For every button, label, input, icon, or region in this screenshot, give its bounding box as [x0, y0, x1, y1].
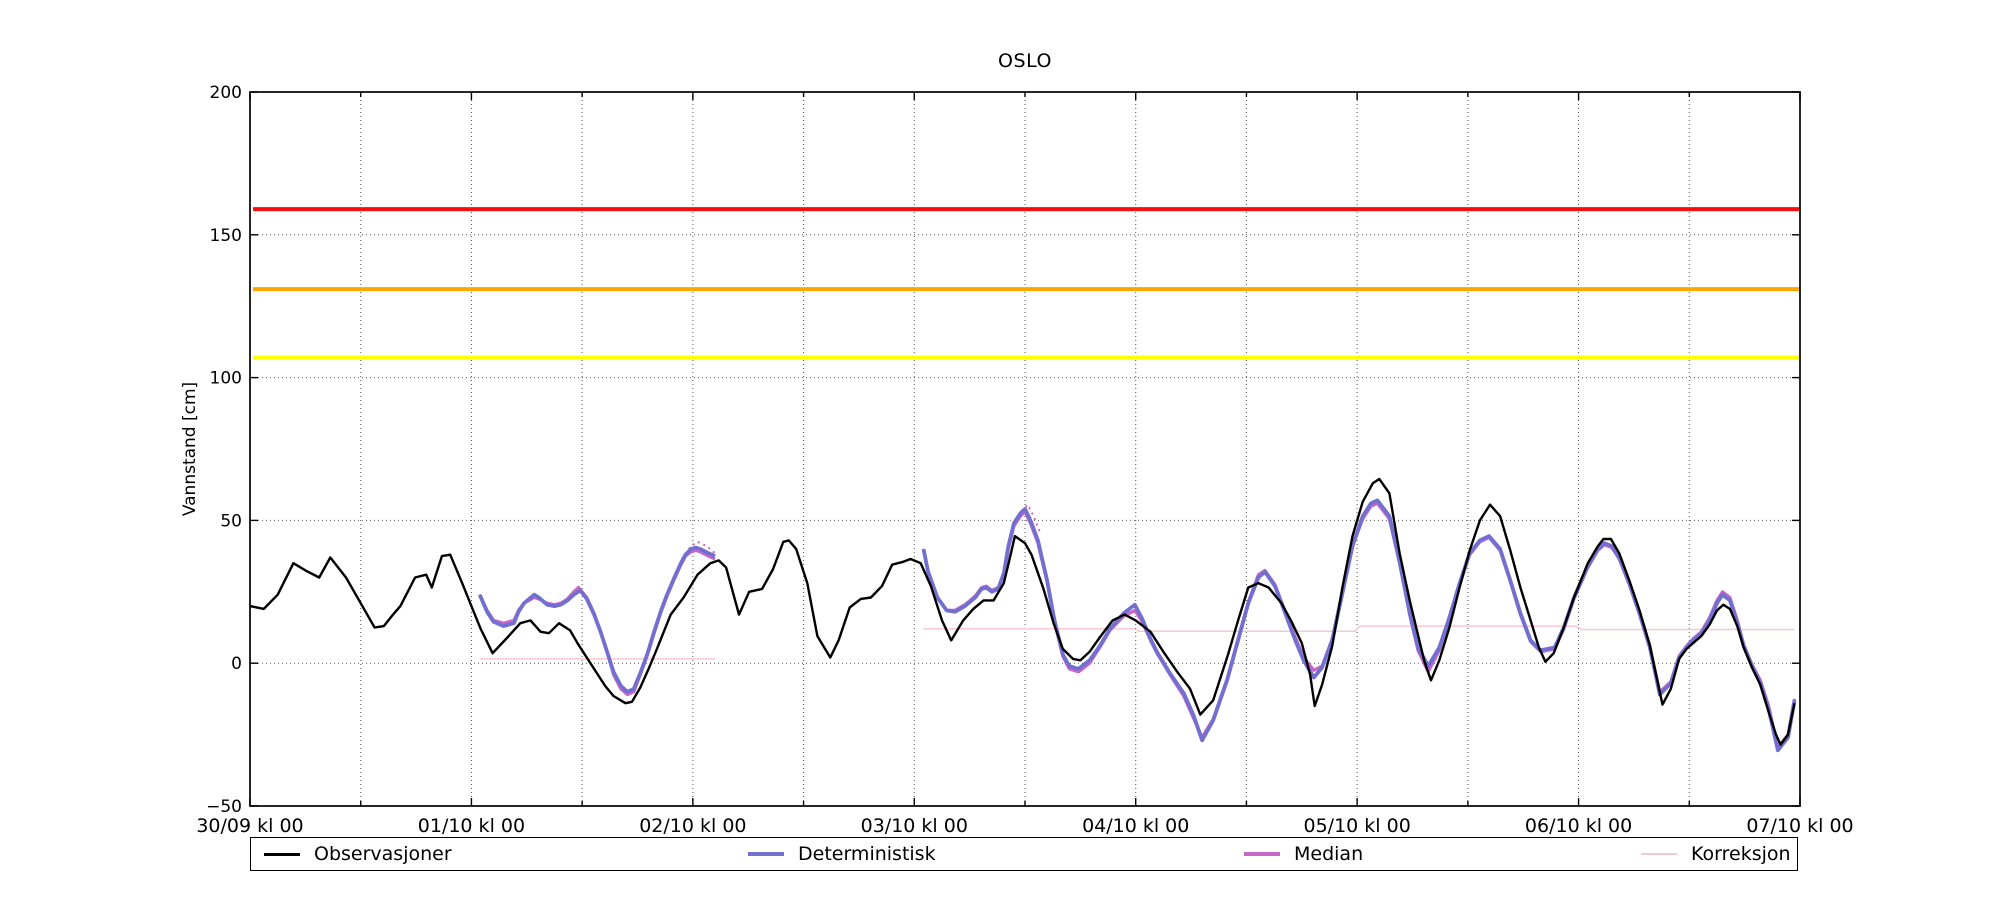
- legend-item-median: Median: [1244, 838, 1363, 870]
- legend-line-sample: [1244, 852, 1280, 856]
- y-tick-label: 150: [210, 226, 242, 246]
- y-tick-label: 0: [231, 654, 242, 674]
- legend-line-sample: [1641, 853, 1677, 855]
- y-tick-labels: −50 0 50 100 150 200: [206, 83, 242, 817]
- y-tick-label: 50: [220, 511, 242, 531]
- series-segment: [923, 625, 1795, 632]
- series-median: [478, 501, 1797, 750]
- x-tick-label: 30/09 kl 00: [196, 815, 303, 837]
- series-segment: [477, 545, 716, 694]
- series-korreksjon: [479, 625, 1795, 660]
- threshold-lines: [253, 207, 1800, 360]
- legend-label: Korreksjon: [1691, 842, 1791, 865]
- legend-line-sample: [748, 852, 784, 856]
- y-axis-label: Vannstand [cm]: [180, 381, 200, 517]
- legend-line-sample: [264, 852, 300, 856]
- x-tick-label: 01/10 kl 00: [418, 815, 525, 837]
- x-tick-label: 07/10 kl 00: [1746, 815, 1853, 837]
- legend-item-korreksjon: Korreksjon: [1641, 838, 1791, 870]
- grid-lines: [250, 92, 1800, 806]
- y-tick-label: 200: [210, 83, 242, 103]
- series-median-dotted-percentile: [680, 503, 1041, 560]
- x-tick-label: 02/10 kl 00: [639, 815, 746, 837]
- legend-item-observasjoner: Observasjoner: [264, 838, 452, 870]
- series-segment: [921, 498, 1797, 753]
- x-tick-label: 04/10 kl 00: [1082, 815, 1189, 837]
- legend-item-deterministisk: Deterministisk: [748, 838, 936, 870]
- x-tick-label: 05/10 kl 00: [1303, 815, 1410, 837]
- tick-marks: [249, 91, 1801, 807]
- x-tick-label: 06/10 kl 00: [1525, 815, 1632, 837]
- series-observasjoner: [249, 477, 1796, 746]
- chart-title: OSLO: [998, 50, 1052, 72]
- series-segment: [249, 477, 1796, 746]
- series-deterministisk: [477, 498, 1797, 753]
- legend-label: Observasjoner: [314, 842, 452, 865]
- x-tick-label: 03/10 kl 00: [861, 815, 968, 837]
- x-tick-labels: 30/09 kl 00 01/10 kl 00 02/10 kl 00 03/10 k…: [196, 815, 1853, 837]
- legend-label: Deterministisk: [798, 842, 936, 865]
- legend: Observasjoner Deterministisk Median Korreks…: [250, 837, 1798, 871]
- series-segment: [680, 540, 716, 560]
- y-tick-label: −50: [206, 797, 242, 817]
- y-tick-label: 100: [210, 369, 242, 389]
- legend-label: Median: [1294, 842, 1364, 865]
